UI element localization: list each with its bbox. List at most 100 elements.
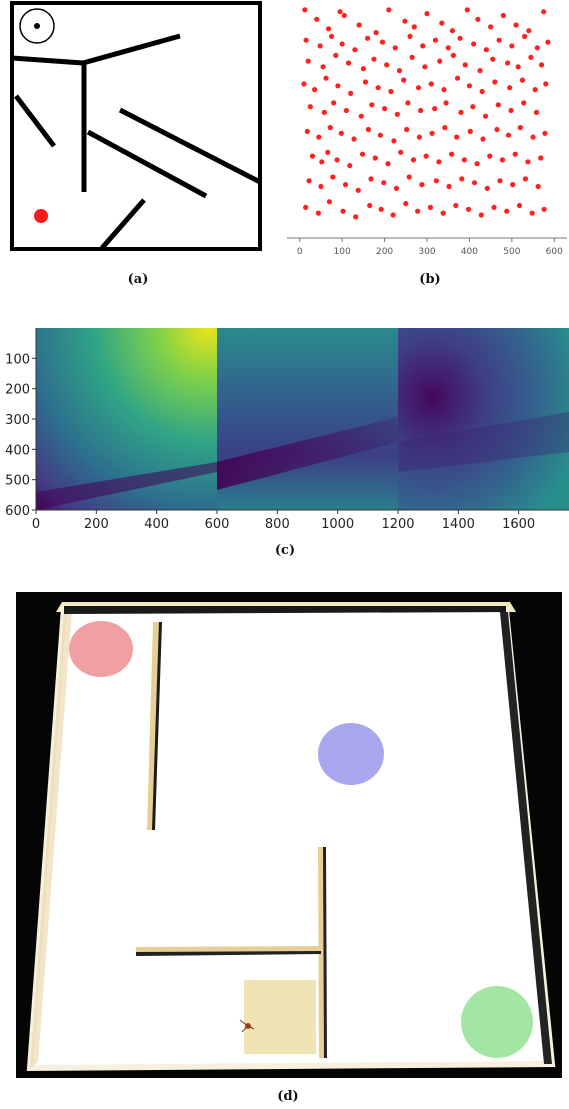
- scatter-point: [386, 7, 392, 13]
- scatter-point: [320, 64, 326, 70]
- panel-b-scatter-chart: 0 100 200 300 400 500 600: [287, 7, 567, 257]
- scatter-point: [508, 107, 514, 114]
- heatmap-block-2-low-band: [217, 417, 398, 490]
- scatter-point: [391, 138, 397, 144]
- scatter-point: [475, 16, 481, 22]
- scatter-point: [358, 113, 364, 119]
- scatter-point: [401, 77, 407, 83]
- scatter-point: [398, 149, 404, 155]
- scatter-point: [303, 37, 309, 43]
- scatter-point: [372, 155, 378, 161]
- scatter-point: [315, 210, 321, 216]
- scatter-point: [491, 204, 497, 210]
- scatter-point: [543, 81, 549, 87]
- x-tick-label: 0: [32, 517, 40, 532]
- scatter-point: [500, 12, 506, 19]
- scatter-point: [467, 128, 473, 134]
- scatter-point: [378, 206, 384, 212]
- scatter-point: [365, 35, 371, 41]
- scatter-point: [415, 208, 421, 214]
- scatter-point: [423, 153, 429, 159]
- scatter-point: [510, 182, 516, 188]
- scatter-point: [303, 204, 309, 210]
- scatter-point: [341, 12, 347, 19]
- scatter-point: [532, 87, 538, 93]
- scatter-point: [428, 81, 434, 87]
- heatmap-block-3: [398, 328, 569, 510]
- scatter-point: [437, 58, 443, 64]
- scatter-point: [454, 134, 460, 140]
- x-tick-label: 500: [503, 247, 520, 257]
- scatter-point: [384, 62, 390, 68]
- scatter-point: [419, 182, 425, 188]
- scatter-point: [335, 83, 341, 89]
- scatter-point: [411, 24, 417, 30]
- scatter-point: [359, 151, 366, 157]
- scatter-point: [394, 111, 400, 117]
- scatter-point: [316, 134, 322, 140]
- scatter-point: [433, 178, 439, 184]
- scatter-point: [515, 64, 521, 70]
- scatter-point: [509, 43, 515, 49]
- y-tick-label: 400: [5, 443, 30, 458]
- scatter-point: [309, 153, 316, 159]
- scatter-point: [474, 161, 480, 167]
- scatter-point: [314, 16, 320, 22]
- scatter-point: [347, 163, 353, 169]
- x-tick-label: 300: [418, 247, 435, 257]
- agent-icon: [239, 1019, 255, 1033]
- scatter-point: [453, 202, 459, 209]
- scatter-point: [429, 130, 435, 136]
- scatter-point: [439, 20, 445, 26]
- scatter-point: [436, 159, 442, 165]
- scatter-point: [328, 33, 335, 40]
- scatter-point: [484, 185, 490, 191]
- goal-dot-icon: [34, 209, 48, 223]
- panel-a-maze-map: [10, 1, 262, 251]
- y-tick-label: 300: [5, 413, 30, 428]
- heatmap-block-3-low-band: [398, 412, 569, 472]
- scatter-point: [445, 45, 451, 51]
- scatter-point: [450, 52, 456, 59]
- scatter-point: [470, 104, 476, 110]
- scatter-point: [522, 176, 529, 182]
- scatter-point: [325, 26, 332, 32]
- scatter-point: [449, 151, 455, 157]
- scatter-point: [362, 79, 369, 85]
- scatter-point: [377, 132, 383, 138]
- caption-a: (a): [127, 272, 149, 287]
- scatter-point: [528, 54, 534, 60]
- scatter-point: [304, 128, 310, 134]
- scatter-point: [424, 11, 430, 17]
- scatter-point: [420, 43, 426, 49]
- scatter-point: [356, 22, 362, 28]
- scatter-point: [526, 28, 532, 34]
- y-tick-label: 200: [5, 383, 30, 398]
- scatter-point: [392, 45, 398, 51]
- scatter-point: [418, 107, 424, 114]
- scatter-point: [385, 161, 391, 167]
- scatter-point: [371, 56, 377, 62]
- scatter-point: [333, 52, 339, 59]
- scatter-point: [513, 22, 519, 28]
- start-pad: [244, 980, 316, 1054]
- scatter-point: [407, 33, 413, 40]
- scatter-point: [338, 130, 344, 136]
- scatter-point: [381, 180, 387, 186]
- scatter-point: [381, 106, 388, 112]
- x-tick-label: 600: [205, 517, 230, 532]
- arena-wall-left-shade: [30, 608, 72, 1068]
- scatter-point: [348, 90, 354, 96]
- scatter-point: [459, 176, 465, 182]
- scatter-point: [477, 68, 483, 74]
- scatter-point: [533, 109, 540, 115]
- heatmap-block-1-low-band: [36, 462, 217, 510]
- panel-c-heatmap-chart: 0 200 400 600 800 1000 1200 1400 1600 100 200 300 40…: [5, 328, 569, 532]
- scatter-point: [416, 134, 422, 140]
- maze-inner-walls: [11, 33, 262, 250]
- scatter-point: [321, 109, 327, 115]
- scatter-point: [369, 102, 375, 108]
- scatter-point: [497, 178, 503, 184]
- scatter-point: [482, 113, 489, 119]
- x-tick-label: 400: [461, 247, 478, 257]
